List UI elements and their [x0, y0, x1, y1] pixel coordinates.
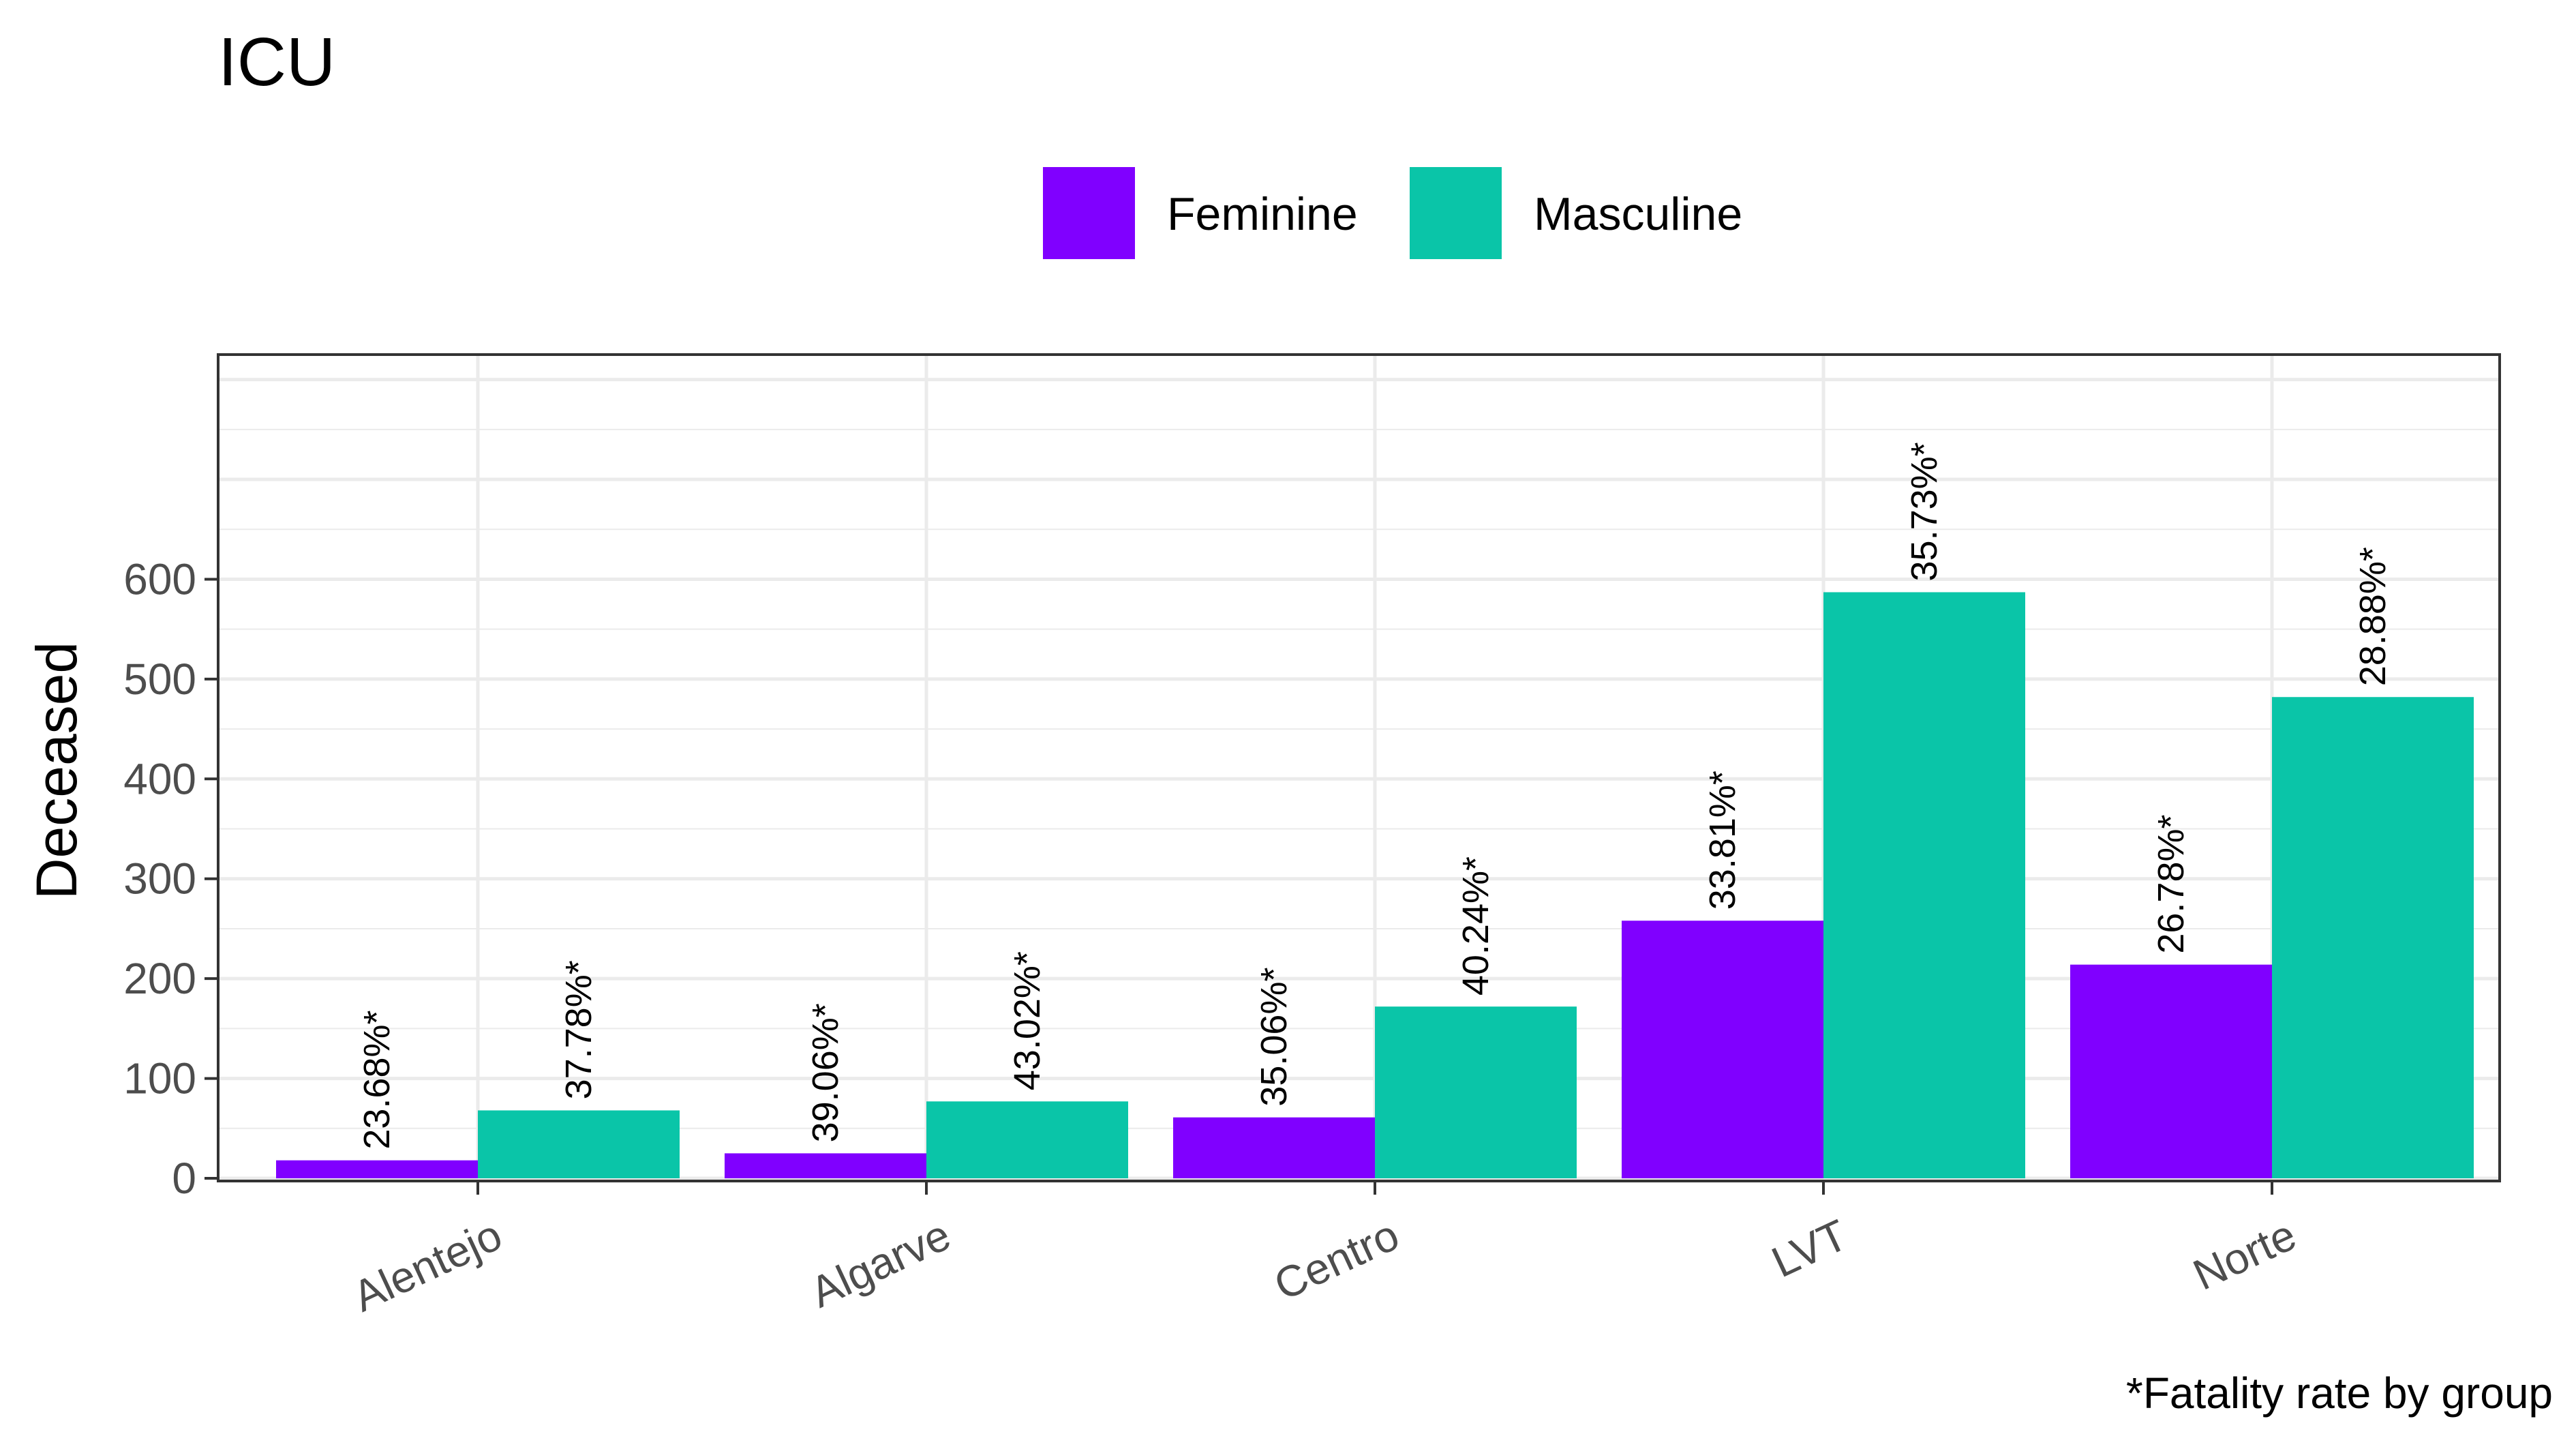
bar-masculine-algarve — [926, 1101, 1128, 1178]
gridlines — [218, 355, 2500, 1181]
bars — [276, 592, 2474, 1178]
y-tick-label: 600 — [123, 554, 196, 603]
bar-feminine-centro — [1173, 1117, 1375, 1178]
chart-caption: *Fatality rate by group — [2126, 1369, 2553, 1418]
plot-panel-border — [217, 353, 2501, 1182]
y-axis-label: Deceased — [25, 642, 89, 899]
x-tick-label: Alentejo — [346, 1210, 509, 1321]
y-tick-label: 0 — [172, 1154, 196, 1203]
x-tick-label: LVT — [1764, 1210, 1855, 1287]
y-tick-label: 100 — [123, 1054, 196, 1103]
bar-masculine-alentejo — [478, 1110, 680, 1178]
legend-swatch-masculine — [1410, 167, 1502, 259]
data-label: 40.24%* — [1455, 856, 1496, 996]
x-tick-label: Algarve — [803, 1210, 958, 1317]
y-tick-label: 400 — [123, 754, 196, 803]
bar-feminine-algarve — [725, 1153, 926, 1178]
legend-swatch-feminine — [1043, 167, 1135, 259]
y-tick-label: 300 — [123, 854, 196, 903]
bar-masculine-centro — [1375, 1006, 1577, 1178]
bar-feminine-alentejo — [276, 1160, 478, 1178]
y-tick-label: 500 — [123, 655, 196, 704]
bar-feminine-lvt — [1622, 921, 1823, 1178]
data-label: 33.81%* — [1702, 771, 1743, 910]
chart-title: ICU — [218, 24, 335, 100]
y-tick-label: 200 — [123, 954, 196, 1003]
bar-masculine-lvt — [1823, 592, 2025, 1178]
x-tick-label: Norte — [2186, 1210, 2303, 1299]
data-label: 26.78%* — [2151, 814, 2192, 953]
y-axis-ticks: 0 100 200 300 400 500 600 — [123, 554, 196, 1203]
data-label: 43.02%* — [1007, 951, 1048, 1090]
axes — [204, 578, 2273, 1195]
bar-masculine-norte — [2272, 697, 2474, 1178]
data-label: 23.68%* — [357, 1010, 397, 1149]
data-label: 39.06%* — [805, 1003, 846, 1142]
data-label: 37.78%* — [558, 960, 599, 1099]
legend: Feminine Masculine — [1043, 167, 1742, 259]
bar-feminine-norte — [2070, 964, 2272, 1178]
legend-label-masculine: Masculine — [1534, 188, 1742, 240]
data-labels: 23.68%* 37.78%* 39.06%* 43.02%* 35.06%* 40.24… — [357, 442, 2393, 1149]
data-label: 35.73%* — [1904, 442, 1945, 581]
x-tick-label: Centro — [1267, 1210, 1406, 1309]
data-label: 28.88%* — [2352, 547, 2393, 686]
legend-label-feminine: Feminine — [1167, 188, 1358, 240]
data-label: 35.06%* — [1254, 968, 1294, 1107]
x-axis-ticks: Alentejo Algarve Centro LVT Norte — [346, 1210, 2303, 1321]
